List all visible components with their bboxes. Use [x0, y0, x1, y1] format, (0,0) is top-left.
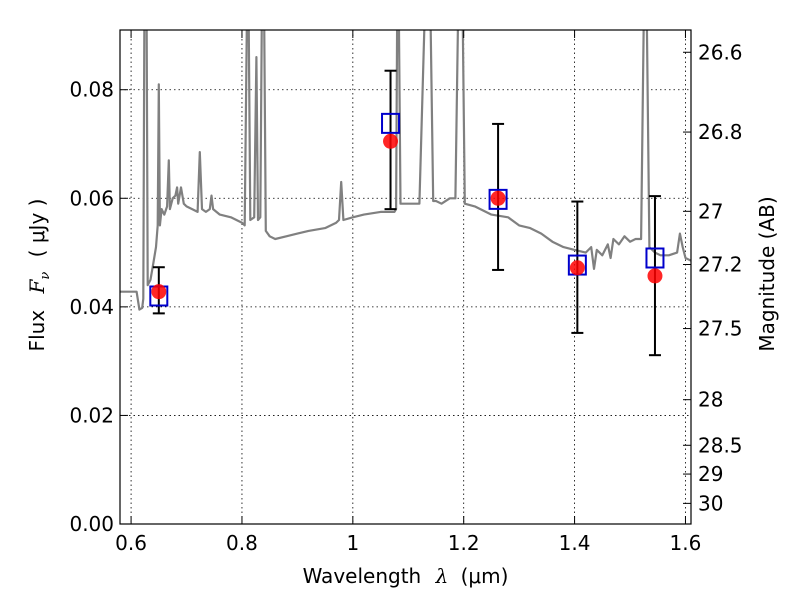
y-tick-label: 0.00 — [69, 512, 114, 536]
x-tick-label: 0.6 — [115, 531, 147, 555]
model-square-marker — [645, 247, 665, 269]
x-tick-label: 1.6 — [670, 531, 702, 555]
tick-layer: 0.6 0.8 1 1.2 1.4 1.6 0.00 0.02 0.04 0.06 0.08 26.6… — [69, 30, 743, 555]
observed-point-marker — [569, 260, 585, 276]
plot-frame — [119, 29, 692, 525]
observed-point-marker — [383, 133, 399, 149]
y-tick-label: 0.06 — [69, 186, 114, 210]
observed-point-marker — [490, 190, 506, 206]
right-tick-label: 26.6 — [698, 40, 743, 64]
observed-point-marker — [647, 268, 663, 284]
y-axis-title: Flux Fν ( μJy ) — [25, 199, 54, 352]
right-axis-title: Magnitude (AB) — [755, 196, 779, 351]
right-tick-label: 28.5 — [698, 433, 743, 457]
x-axis-title: Wavelength λ (μm) — [303, 564, 509, 588]
y-tick-label: 0.04 — [69, 295, 114, 319]
model-square-marker — [381, 112, 401, 134]
spectrum-line — [120, 30, 691, 311]
grid-lines — [120, 30, 691, 524]
right-tick-label: 27.2 — [698, 253, 743, 277]
model-square-marker — [488, 188, 508, 210]
marker-layer — [149, 112, 665, 307]
right-tick-label: 29 — [698, 462, 723, 486]
y-tick-label: 0.08 — [69, 78, 114, 102]
x-tick-label: 1.4 — [559, 531, 591, 555]
right-tick-label: 27.5 — [698, 317, 743, 341]
spectrum-layer — [120, 30, 691, 311]
observed-point-marker — [151, 284, 167, 300]
right-tick-label: 30 — [698, 491, 723, 515]
right-tick-label: 27 — [698, 199, 723, 223]
x-tick-label: 0.8 — [226, 531, 258, 555]
right-tick-label: 26.8 — [698, 120, 743, 144]
y-tick-label: 0.02 — [69, 403, 114, 427]
x-tick-label: 1 — [346, 531, 359, 555]
right-tick-label: 28 — [698, 388, 723, 412]
errorbar-layer — [152, 69, 661, 357]
x-tick-label: 1.2 — [448, 531, 480, 555]
